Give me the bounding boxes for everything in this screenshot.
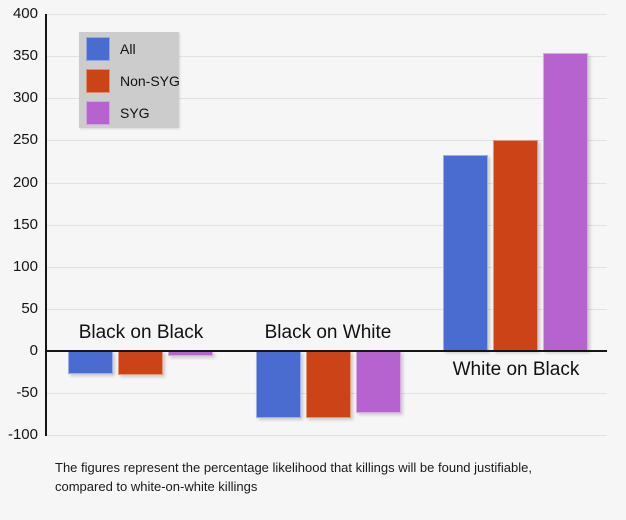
gridline-250 [47, 140, 607, 141]
gridline-100 [47, 267, 607, 268]
x-axis-zero-line [45, 350, 607, 352]
bar-syg-black-on-white [356, 351, 401, 413]
y-axis-tick--50: -50 [16, 384, 38, 401]
gridline-300 [47, 98, 607, 99]
legend-label-all: All [120, 41, 136, 57]
y-axis-tick-300: 300 [12, 89, 38, 106]
legend-swatch-syg [86, 101, 110, 125]
category-label-black-on-white: Black on White [264, 322, 392, 343]
bar-non-syg-white-on-black [493, 140, 538, 351]
y-axis-tick--100: -100 [7, 426, 38, 443]
y-axis-tick-200: 200 [12, 174, 38, 191]
gridline--100 [47, 435, 607, 436]
footnote-line-1: The figures represent the percentage lik… [55, 460, 532, 475]
category-label-white-on-black: White on Black [452, 359, 580, 380]
gridline-200 [47, 183, 607, 184]
bar-non-syg-black-on-white [306, 351, 351, 418]
footnote: The figures represent the percentage lik… [55, 458, 532, 496]
legend-swatch-non-syg [86, 69, 110, 93]
bar-all-black-on-black [68, 351, 113, 374]
legend-swatch-all [86, 37, 110, 61]
y-axis-tick-250: 250 [12, 131, 38, 148]
bar-all-white-on-black [443, 155, 488, 351]
legend-label-non-syg: Non-SYG [120, 73, 180, 89]
gridline-150 [47, 225, 607, 226]
legend-item-syg: SYG [79, 97, 179, 129]
legend: All Non-SYG SYG [79, 32, 180, 129]
y-axis-tick-100: 100 [12, 258, 38, 275]
y-axis-line [45, 14, 47, 436]
category-label-black-on-black: Black on Black [78, 322, 204, 343]
y-axis-tick-0: 0 [29, 342, 38, 359]
footnote-line-2: compared to white-on-white killings [55, 479, 258, 494]
y-axis-tick-400: 400 [12, 5, 38, 22]
legend-item-all: All [79, 33, 179, 65]
y-axis-tick-350: 350 [12, 47, 38, 64]
y-axis-tick-150: 150 [12, 216, 38, 233]
bar-all-black-on-white [256, 351, 301, 418]
gridline-50 [47, 309, 607, 310]
legend-label-syg: SYG [120, 105, 150, 121]
bar-syg-white-on-black [543, 53, 588, 351]
gridline-400 [47, 14, 607, 15]
gridline-350 [47, 56, 607, 57]
y-axis-tick-50: 50 [21, 300, 38, 317]
bar-non-syg-black-on-black [118, 351, 163, 375]
legend-item-non-syg: Non-SYG [79, 65, 180, 97]
